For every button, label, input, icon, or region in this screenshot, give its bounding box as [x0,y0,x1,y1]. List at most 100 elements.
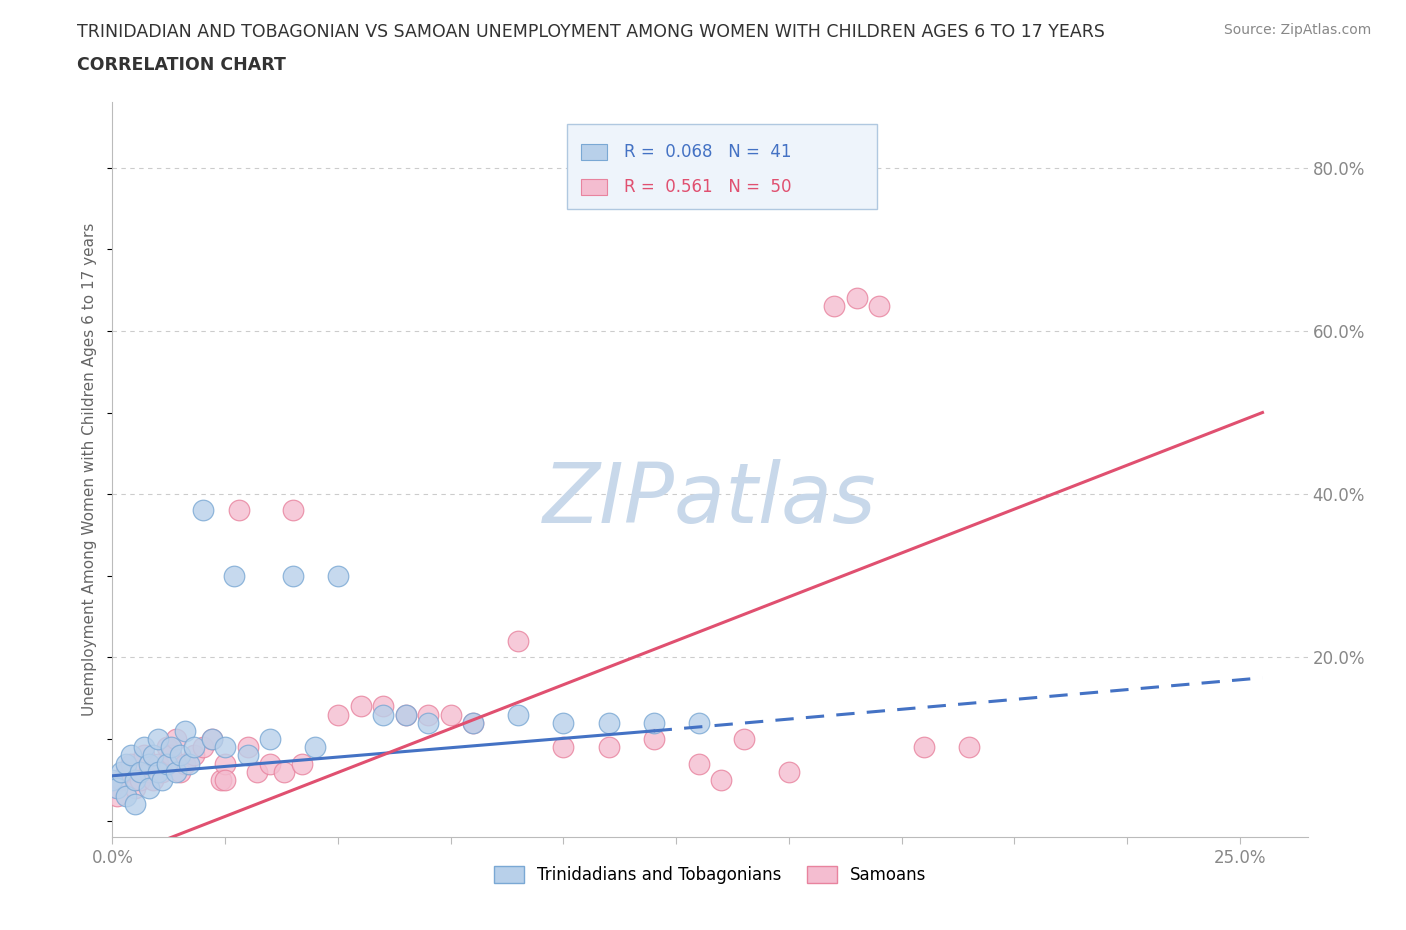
Point [105,789,128,804]
Point [823,299,845,313]
Point [228,503,250,518]
Point [371,699,394,714]
Point [418,707,440,722]
Point [160,739,183,754]
Point [710,773,733,788]
Point [259,756,281,771]
Point [643,732,665,747]
Point [146,764,169,779]
Point [201,732,224,747]
Point [463,715,485,730]
Point [110,764,132,779]
Point [128,773,150,788]
Point [273,764,295,779]
Point [349,699,371,714]
Point [191,739,214,754]
Point [291,756,314,771]
Point [124,773,146,788]
Point [394,707,416,722]
Point [165,732,187,747]
Point [132,748,155,763]
Text: TRINIDADIAN AND TOBAGONIAN VS SAMOAN UNEMPLOYMENT AMONG WOMEN WITH CHILDREN AGES: TRINIDADIAN AND TOBAGONIAN VS SAMOAN UNE… [77,23,1105,41]
Point [508,707,530,722]
Point [214,756,236,771]
Point [191,503,214,518]
Point [553,715,575,730]
Point [179,756,201,771]
Text: ZIPatlas: ZIPatlas [543,458,877,539]
Point [201,732,224,747]
Point [304,739,326,754]
Point [259,732,281,747]
Point [326,568,349,583]
Point [146,756,169,771]
Point [281,568,304,583]
Point [169,748,191,763]
Text: CORRELATION CHART: CORRELATION CHART [77,56,287,73]
Point [281,503,304,518]
Point [508,633,530,648]
Point [440,707,463,722]
FancyBboxPatch shape [567,125,877,209]
Point [142,773,165,788]
Point [371,707,394,722]
FancyBboxPatch shape [581,144,607,160]
Point [150,773,173,788]
Point [155,756,177,771]
Point [957,739,980,754]
Point [115,764,138,779]
Point [124,797,146,812]
Point [912,739,935,754]
Point [246,764,269,779]
Point [463,715,485,730]
Point [868,299,890,313]
Point [142,748,165,763]
Point [778,764,800,779]
Point [236,748,259,763]
Point [394,707,416,722]
Point [128,764,150,779]
Point [173,724,195,738]
Point [845,291,868,306]
Point [183,748,205,763]
Point [643,715,665,730]
Point [165,764,187,779]
Point [169,764,191,779]
Point [688,756,710,771]
Point [105,780,128,795]
Point [115,789,138,804]
Point [236,739,259,754]
Point [553,739,575,754]
Point [138,756,160,771]
Point [124,780,146,795]
Point [326,707,349,722]
FancyBboxPatch shape [581,179,607,195]
Point [155,739,177,754]
Point [598,715,620,730]
Point [173,756,195,771]
Point [120,756,142,771]
Point [138,780,160,795]
Point [115,756,138,771]
Point [146,732,169,747]
Point [132,739,155,754]
Point [214,773,236,788]
Point [110,773,132,788]
Y-axis label: Unemployment Among Women with Children Ages 6 to 17 years: Unemployment Among Women with Children A… [82,223,97,716]
Text: R =  0.561   N =  50: R = 0.561 N = 50 [624,178,792,196]
Point [160,748,183,763]
Point [418,715,440,730]
Point [598,739,620,754]
Point [120,748,142,763]
Point [688,715,710,730]
Point [733,732,755,747]
Point [214,739,236,754]
Text: R =  0.068   N =  41: R = 0.068 N = 41 [624,143,792,161]
Point [101,773,124,788]
Text: Source: ZipAtlas.com: Source: ZipAtlas.com [1223,23,1371,37]
Point [101,780,124,795]
Point [183,739,205,754]
Point [150,764,173,779]
Point [224,568,246,583]
Point [209,773,232,788]
